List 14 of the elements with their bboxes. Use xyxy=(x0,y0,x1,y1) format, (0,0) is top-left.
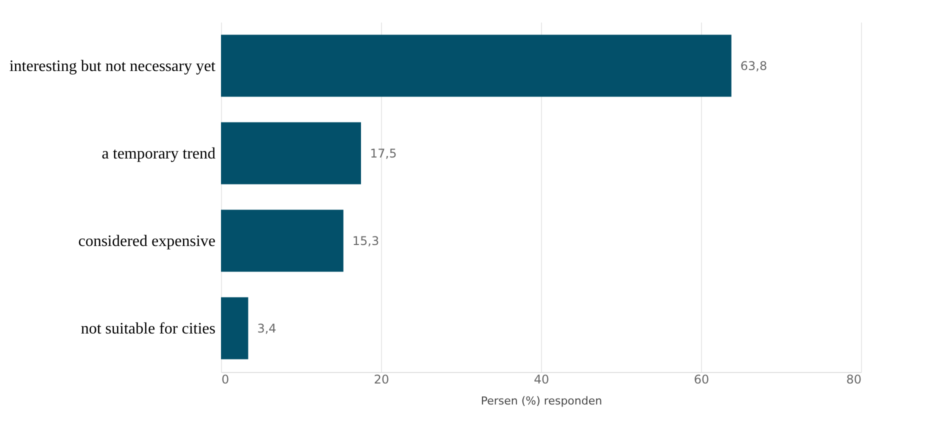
x-tick-label: 60 xyxy=(694,372,710,386)
y-tick-label: not suitable for cities xyxy=(80,320,216,338)
data-label: 63,8 xyxy=(740,58,768,73)
data-label: 17,5 xyxy=(370,146,397,160)
x-tick-label: 0 xyxy=(222,372,230,386)
y-tick-label: a temporary trend xyxy=(102,145,216,162)
y-tick-label: considered expensive xyxy=(78,232,216,250)
x-tick-label: 80 xyxy=(846,372,862,386)
x-tick-label: 40 xyxy=(534,372,550,386)
x-axis-title: Persen (%) responden xyxy=(480,394,602,408)
data-label: 15,3 xyxy=(352,234,380,248)
y-tick-label: interesting but not necessary yet xyxy=(9,58,216,75)
x-tick-label: 20 xyxy=(374,372,390,386)
data-label: 3,4 xyxy=(257,321,276,336)
